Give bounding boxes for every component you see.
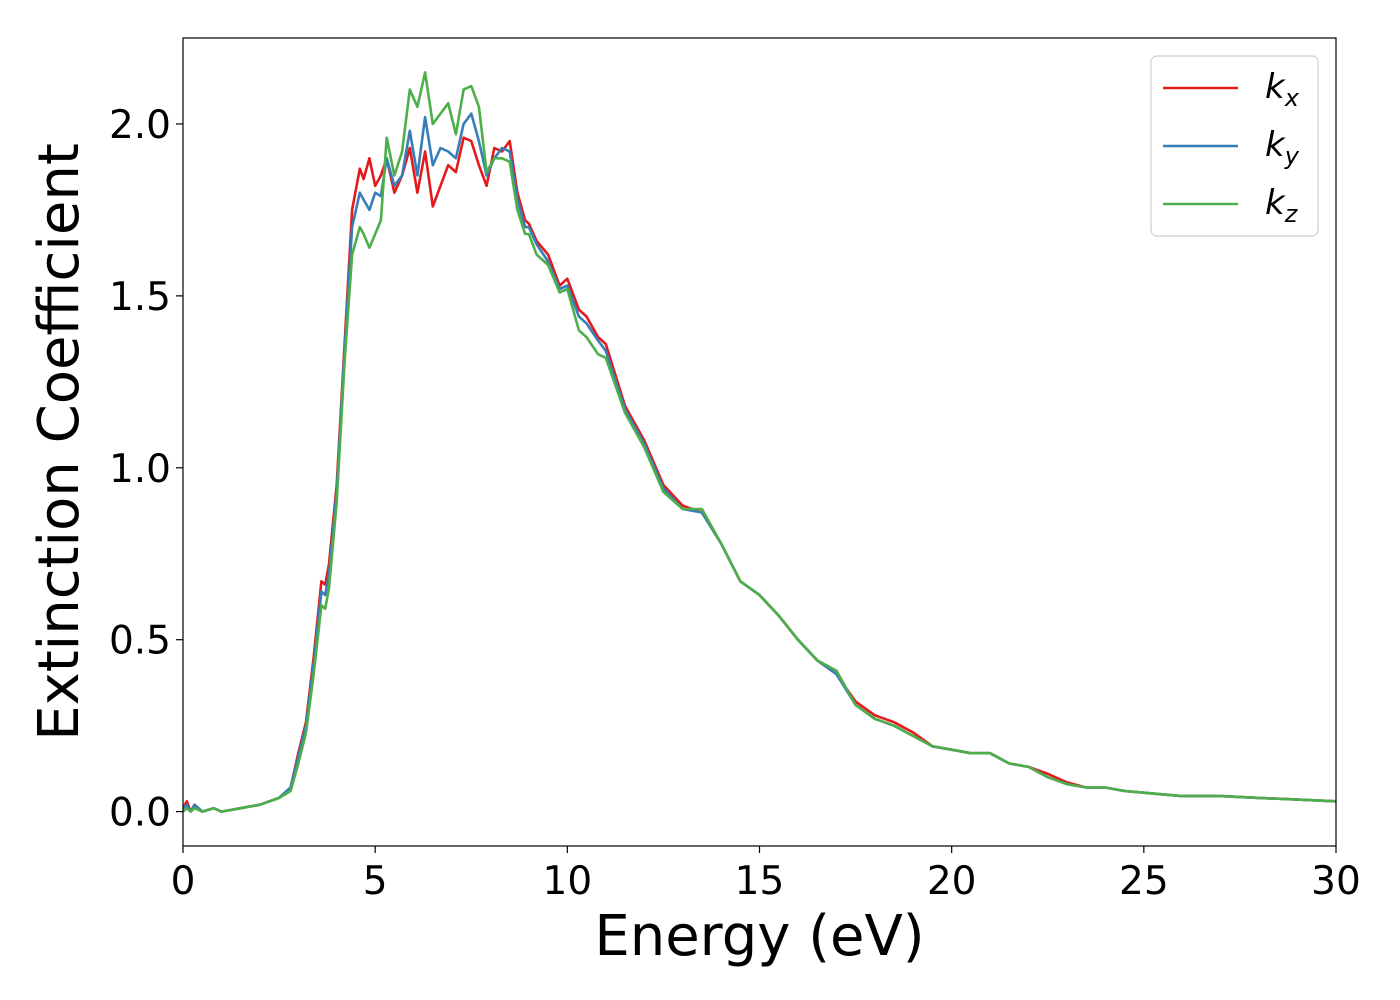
series-line-z (183, 71, 1336, 813)
x-tick-label: 30 (1311, 859, 1361, 904)
x-tick-label: 10 (543, 859, 593, 904)
x-tick-label: 20 (927, 859, 977, 904)
y-tick-label: 0.5 (109, 619, 171, 664)
x-tick-label: 15 (735, 859, 785, 904)
x-axis: 0 5 10 15 20 25 30 (171, 846, 1361, 904)
y-axis: 0.0 0.5 1.0 1.5 2.0 (109, 103, 183, 836)
legend: kx ky kz (1150, 55, 1319, 237)
y-tick-label: 2.0 (109, 103, 171, 148)
x-axis-title: Energy (eV) (594, 904, 924, 969)
x-tick-label: 0 (171, 859, 196, 904)
x-tick-label: 25 (1119, 859, 1169, 904)
legend-label-y: ky (1265, 125, 1300, 170)
y-axis-title: Extinction Coefficient (27, 143, 92, 741)
x-tick-label: 5 (363, 859, 388, 904)
legend-label-x: kx (1265, 67, 1300, 112)
y-tick-label: 1.5 (109, 275, 171, 320)
legend-label-z: kz (1265, 183, 1299, 228)
y-tick-label: 1.0 (109, 447, 171, 492)
y-tick-label: 0.0 (109, 791, 171, 836)
